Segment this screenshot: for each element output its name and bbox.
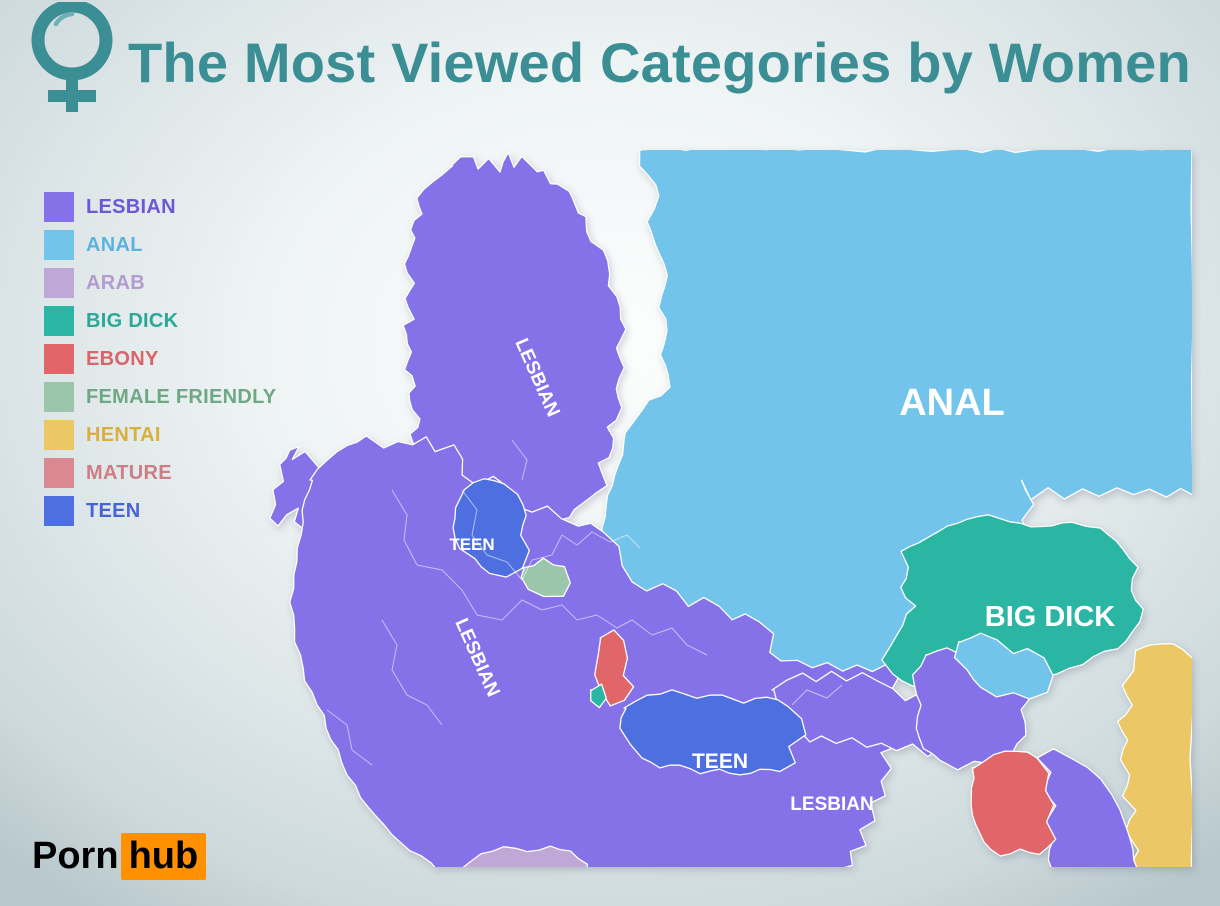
svg-text:TEEN: TEEN [692, 750, 748, 773]
svg-text:ANAL: ANAL [899, 382, 1005, 424]
svg-text:LESBIAN: LESBIAN [790, 794, 873, 815]
svg-text:TEEN: TEEN [449, 535, 494, 554]
svg-text:BIG DICK: BIG DICK [985, 601, 1116, 633]
